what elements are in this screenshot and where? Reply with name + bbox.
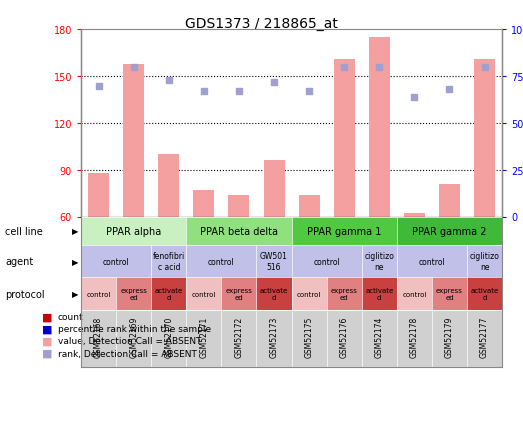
Text: ciglitizo
ne: ciglitizo ne	[365, 252, 394, 271]
Text: ■: ■	[42, 312, 52, 322]
Text: agent: agent	[5, 256, 33, 266]
Text: control: control	[191, 291, 216, 297]
Text: GSM52176: GSM52176	[340, 316, 349, 357]
Bar	[194, 191, 214, 217]
Text: express
ed: express ed	[225, 288, 253, 300]
Point	[375, 64, 383, 71]
Text: GSM52170: GSM52170	[164, 316, 173, 357]
Text: GSM52168: GSM52168	[94, 316, 103, 357]
Text: ciglitizo
ne: ciglitizo ne	[470, 252, 499, 271]
Text: ▶: ▶	[72, 227, 78, 236]
Point	[270, 79, 278, 86]
Text: GSM52177: GSM52177	[480, 316, 489, 357]
Text: GW501
516: GW501 516	[260, 252, 288, 271]
Point	[130, 64, 138, 71]
Text: ▶: ▶	[72, 257, 78, 266]
Point	[235, 89, 243, 95]
Text: ■: ■	[42, 349, 52, 358]
Text: value, Detection Call = ABSENT: value, Detection Call = ABSENT	[58, 337, 201, 345]
Text: express
ed: express ed	[436, 288, 463, 300]
Text: activate
d: activate d	[155, 288, 183, 300]
Text: percentile rank within the sample: percentile rank within the sample	[58, 325, 211, 333]
Text: count: count	[58, 312, 83, 321]
Point	[305, 89, 313, 95]
Text: activate
d: activate d	[470, 288, 498, 300]
Text: control: control	[402, 291, 427, 297]
Bar	[474, 60, 495, 217]
Bar	[299, 195, 320, 217]
Text: PPAR beta delta: PPAR beta delta	[200, 226, 278, 236]
Point	[410, 94, 418, 101]
Point	[480, 64, 488, 71]
Text: fenofibri
c acid: fenofibri c acid	[153, 252, 185, 271]
Text: activate
d: activate d	[365, 288, 393, 300]
Point	[95, 83, 103, 90]
Text: control: control	[418, 257, 445, 266]
Text: rank, Detection Call = ABSENT: rank, Detection Call = ABSENT	[58, 349, 197, 358]
Text: ■: ■	[42, 336, 52, 346]
Bar	[123, 65, 144, 217]
Point	[445, 87, 453, 94]
Text: GSM52172: GSM52172	[234, 316, 243, 357]
Text: control: control	[103, 257, 130, 266]
Text: ■: ■	[42, 324, 52, 334]
Text: GSM52179: GSM52179	[445, 316, 454, 357]
Text: control: control	[313, 257, 340, 266]
Bar	[88, 174, 109, 217]
Text: protocol: protocol	[5, 289, 45, 299]
Text: express
ed: express ed	[331, 288, 358, 300]
Point	[340, 64, 348, 71]
Bar	[264, 161, 285, 217]
Text: express
ed: express ed	[120, 288, 147, 300]
Text: control: control	[297, 291, 321, 297]
Text: control: control	[208, 257, 235, 266]
Text: control: control	[86, 291, 111, 297]
Text: PPAR alpha: PPAR alpha	[106, 226, 161, 236]
Text: cell line: cell line	[5, 226, 43, 236]
Text: GSM52171: GSM52171	[199, 316, 208, 357]
Text: GSM52169: GSM52169	[129, 316, 138, 357]
Bar	[158, 155, 179, 217]
Point	[200, 89, 208, 95]
Bar	[439, 184, 460, 217]
Bar	[404, 214, 425, 217]
Text: GSM52175: GSM52175	[304, 316, 314, 357]
Text: GDS1373 / 218865_at: GDS1373 / 218865_at	[185, 17, 338, 31]
Text: GSM52174: GSM52174	[375, 316, 384, 357]
Bar	[229, 195, 249, 217]
Text: PPAR gamma 1: PPAR gamma 1	[307, 226, 381, 236]
Text: GSM52178: GSM52178	[410, 316, 419, 357]
Text: ▶: ▶	[72, 289, 78, 299]
Bar	[334, 60, 355, 217]
Point	[165, 77, 173, 84]
Text: GSM52173: GSM52173	[269, 316, 279, 357]
Text: PPAR gamma 2: PPAR gamma 2	[412, 226, 487, 236]
Text: activate
d: activate d	[260, 288, 288, 300]
Bar	[369, 38, 390, 217]
